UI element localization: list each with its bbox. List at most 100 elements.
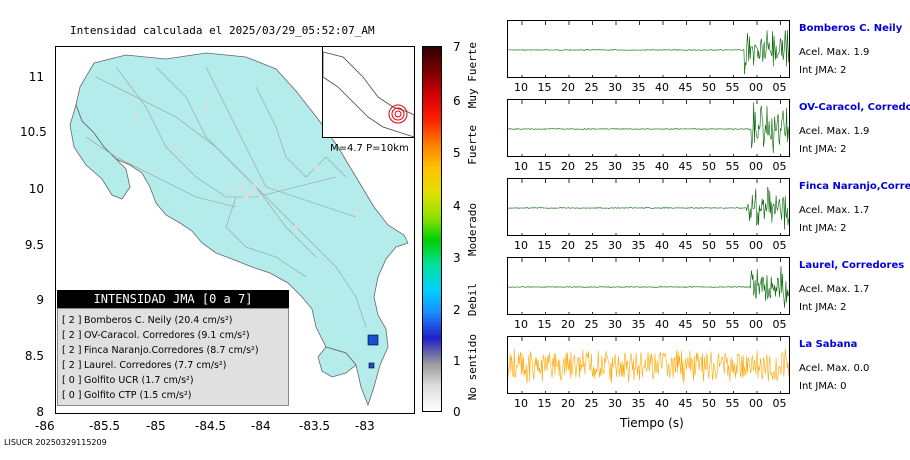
station-name[interactable]: Finca Naranjo,Corredores (799, 181, 910, 192)
road-network (85, 66, 367, 328)
station-marker-large (367, 334, 379, 346)
trace-tick-label: 40 (655, 81, 669, 94)
waveform-plot (508, 179, 789, 235)
colorbar-tick: 3 (453, 251, 461, 265)
x-tick: -85.5 (89, 419, 121, 433)
trace-tick-label: 35 (631, 160, 646, 173)
x-tick: -84 (251, 419, 271, 433)
station-marker-small (368, 362, 375, 369)
colorbar-tick: 1 (453, 354, 461, 368)
colorbar-label-fuerte: Fuerte (466, 125, 479, 165)
trace-tick-label: 55 (725, 397, 740, 410)
legend-level: [ 2 ] (62, 315, 82, 326)
trace-tick-label: 15 (537, 318, 552, 331)
legend-row: [ 2 ] Bomberos C. Neily (20.4 cm/s²) (62, 313, 288, 328)
trace-tick-row: 10 15 20 25 30 35 40 45 50 55 00 05 (507, 160, 790, 174)
station-jma-intensity: Int JMA: 2 (799, 144, 847, 155)
y-tick: 10.5 (20, 125, 47, 139)
y-tick: 8 (36, 405, 44, 419)
trace-tick-label: 30 (608, 160, 622, 173)
trace-tick-label: 40 (655, 239, 669, 252)
legend-text: Bomberos C. Neily (20.4 cm/s²) (84, 315, 233, 326)
station-max-accel: Acel. Max. 0.0 (799, 363, 870, 374)
trace-panel[interactable] (507, 20, 790, 78)
trace-tick-row: 10 15 20 25 30 35 40 45 50 55 00 05 (507, 239, 790, 253)
legend-level: [ 0 ] (62, 390, 82, 401)
legend-row: [ 2 ] Finca Naranjo.Corredores (8.7 cm/s²… (62, 343, 288, 358)
colorbar-tick: 7 (453, 40, 461, 54)
trace-tick-label: 50 (702, 318, 716, 331)
trace-tick-label: 30 (608, 397, 622, 410)
trace-tick-label: 05 (772, 318, 787, 331)
trace-tick-label: 50 (702, 160, 716, 173)
trace-tick-label: 45 (678, 318, 693, 331)
city-points (134, 105, 358, 229)
trace-tick-label: 05 (772, 160, 787, 173)
trace-panel[interactable] (507, 99, 790, 157)
epicenter-icon (388, 104, 408, 124)
trace-tick-row: 10 15 20 25 30 35 40 45 50 55 00 05 (507, 81, 790, 95)
legend-row: [ 0 ] Golfito UCR (1.7 cm/s²) (62, 373, 288, 388)
y-tick: 9 (36, 293, 44, 307)
trace-tick-label: 25 (584, 81, 599, 94)
osa-peninsula (317, 346, 357, 378)
station-jma-intensity: Int JMA: 2 (799, 223, 847, 234)
trace-panel[interactable] (507, 336, 790, 394)
waveform-line (508, 348, 789, 384)
trace-tick-label: 10 (514, 397, 528, 410)
trace-tick-label: 30 (608, 239, 622, 252)
station-jma-intensity: Int JMA: 2 (799, 302, 847, 313)
waveform-plot (508, 100, 789, 156)
legend-level: [ 2 ] (62, 360, 82, 371)
colorbar-label-no-sentido: No sentido (466, 334, 479, 401)
station-name[interactable]: Laurel, Corredores (799, 260, 905, 271)
trace-tick-label: 25 (584, 397, 599, 410)
trace-tick-label: 35 (631, 81, 646, 94)
trace-tick-label: 20 (561, 239, 575, 252)
map-title: Intensidad calculada el 2025/03/29_05:52… (70, 24, 375, 37)
y-tick: 9.5 (24, 238, 44, 252)
nicoya-peninsula (69, 103, 131, 200)
trace-tick-label: 05 (772, 81, 787, 94)
legend-text: Finca Naranjo.Corredores (8.7 cm/s²) (84, 345, 259, 356)
y-tick: 10 (28, 182, 44, 196)
legend-row: [ 2 ] OV-Caracol. Corredores (9.1 cm/s²) (62, 328, 288, 343)
trace-tick-label: 00 (749, 318, 763, 331)
trace-tick-label: 40 (655, 397, 669, 410)
colorbar-label-moderado: Moderado (466, 203, 479, 256)
trace-tick-label: 40 (655, 160, 669, 173)
trace-tick-label: 00 (749, 160, 763, 173)
legend-text: Laurel. Corredores (7.7 cm/s²) (84, 360, 227, 371)
legend-row: [ 2 ] Laurel. Corredores (7.7 cm/s²) (62, 358, 288, 373)
station-name[interactable]: La Sabana (799, 339, 858, 350)
magnitude-label: M=4.7 P=10km (330, 143, 409, 154)
footer-id: LISUCR 20250329115209 (4, 438, 107, 447)
station-name[interactable]: Bomberos C. Neily (799, 23, 903, 34)
trace-tick-label: 45 (678, 239, 693, 252)
trace-tick-label: 20 (561, 397, 575, 410)
time-axis-label: Tiempo (s) (620, 416, 684, 430)
station-name[interactable]: OV-Caracol, Corredores (799, 102, 910, 113)
station-jma-intensity: Int JMA: 2 (799, 65, 847, 76)
legend-text: Golfito CTP (1.5 cm/s²) (84, 390, 192, 401)
waveform-plot (508, 21, 789, 77)
waveform-line (508, 186, 789, 230)
colorbar-tick: 2 (453, 303, 461, 317)
legend-row: [ 0 ] Golfito CTP (1.5 cm/s²) (62, 388, 288, 403)
trace-tick-label: 00 (749, 397, 763, 410)
trace-tick-label: 05 (772, 397, 787, 410)
y-tick: 11 (28, 70, 44, 84)
trace-tick-label: 45 (678, 397, 693, 410)
trace-panel[interactable] (507, 178, 790, 236)
trace-tick-label: 40 (655, 318, 669, 331)
waveform-plot (508, 337, 789, 393)
trace-tick-label: 20 (561, 318, 575, 331)
colorbar-tick: 0 (453, 405, 461, 419)
trace-tick-label: 15 (537, 397, 552, 410)
trace-tick-label: 10 (514, 160, 528, 173)
colorbar-tick: 6 (453, 94, 461, 108)
trace-tick-label: 55 (725, 318, 740, 331)
trace-tick-label: 25 (584, 160, 599, 173)
trace-tick-label: 50 (702, 397, 716, 410)
trace-panel[interactable] (507, 257, 790, 315)
